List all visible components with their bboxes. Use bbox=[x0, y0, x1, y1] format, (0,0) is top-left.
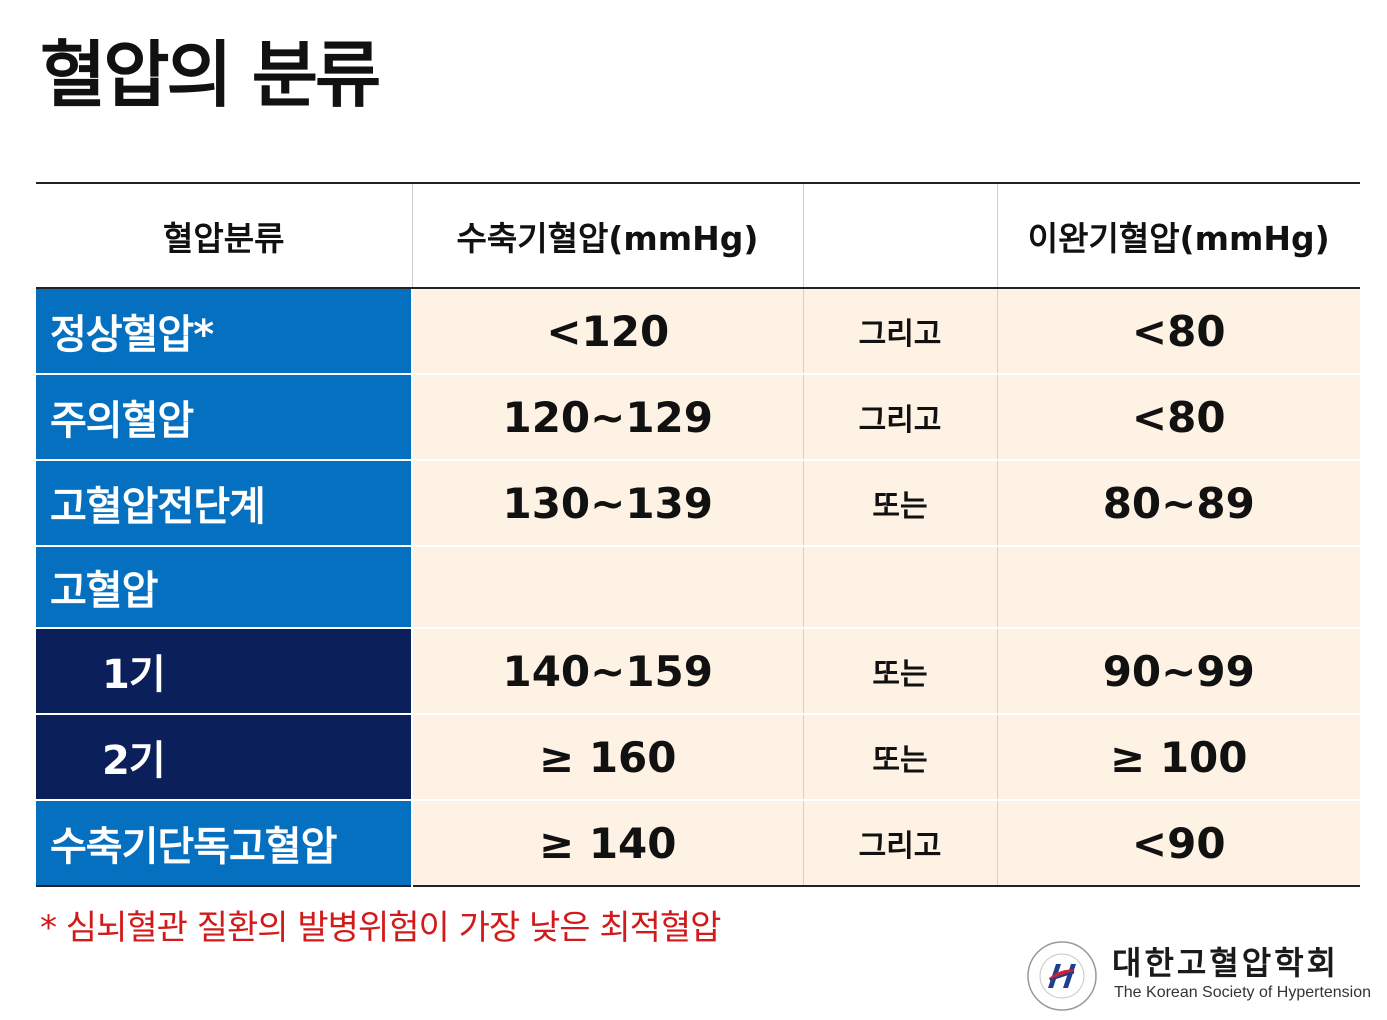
systolic-cell: 130~139 bbox=[412, 460, 804, 547]
conjunction-cell: 또는 bbox=[803, 628, 998, 715]
diastolic-cell bbox=[997, 546, 1360, 629]
header-conjunction bbox=[803, 183, 998, 289]
systolic-cell: 140~159 bbox=[412, 628, 804, 715]
systolic-cell: <120 bbox=[412, 288, 804, 375]
systolic-cell bbox=[412, 546, 804, 629]
table-row: 정상혈압* <120 그리고 <80 bbox=[36, 288, 1360, 375]
conjunction-cell: 그리고 bbox=[803, 800, 998, 886]
society-name-en: The Korean Society of Hypertension bbox=[1114, 984, 1372, 1001]
table-row: 수축기단독고혈압 ≥ 140 그리고 <90 bbox=[36, 800, 1360, 886]
society-logo: 대한고혈압학회 The Korean Society of Hypertensi… bbox=[1026, 938, 1371, 1011]
table-row: 1기 140~159 또는 90~99 bbox=[36, 628, 1360, 715]
diastolic-cell: 90~99 bbox=[997, 628, 1360, 715]
category-cell: 주의혈압 bbox=[36, 374, 413, 461]
bp-classification-table: 혈압분류 수축기혈압(mmHg) 이완기혈압(mmHg) 정상혈압* <120 … bbox=[36, 182, 1360, 887]
page-title: 혈압의 분류 bbox=[40, 33, 381, 117]
category-cell: 수축기단독고혈압 bbox=[36, 800, 413, 886]
header-diastolic: 이완기혈압(mmHg) bbox=[997, 183, 1360, 289]
category-cell: 2기 bbox=[36, 714, 413, 801]
header-systolic: 수축기혈압(mmHg) bbox=[412, 183, 804, 289]
systolic-cell: ≥ 140 bbox=[412, 800, 804, 886]
table-row: 고혈압 bbox=[36, 546, 1360, 629]
category-cell: 고혈압전단계 bbox=[36, 460, 413, 547]
table-row: 고혈압전단계 130~139 또는 80~89 bbox=[36, 460, 1360, 547]
table-row: 주의혈압 120~129 그리고 <80 bbox=[36, 374, 1360, 461]
diastolic-cell: ≥ 100 bbox=[997, 714, 1360, 801]
systolic-cell: 120~129 bbox=[412, 374, 804, 461]
diastolic-cell: 80~89 bbox=[997, 460, 1360, 547]
conjunction-cell bbox=[803, 546, 998, 629]
systolic-cell: ≥ 160 bbox=[412, 714, 804, 801]
society-seal-icon bbox=[1027, 941, 1097, 1011]
footnote: * 심뇌혈관 질환의 발병위험이 가장 낮은 최적혈압 bbox=[40, 908, 721, 948]
conjunction-cell: 또는 bbox=[803, 460, 998, 547]
conjunction-cell: 또는 bbox=[803, 714, 998, 801]
diastolic-cell: <90 bbox=[997, 800, 1360, 886]
category-cell: 1기 bbox=[36, 628, 413, 715]
diastolic-cell: <80 bbox=[997, 374, 1360, 461]
header-category: 혈압분류 bbox=[36, 183, 413, 289]
category-cell: 고혈압 bbox=[36, 546, 413, 629]
table-row: 2기 ≥ 160 또는 ≥ 100 bbox=[36, 714, 1360, 801]
society-name-kr: 대한고혈압학회 bbox=[1112, 944, 1340, 982]
category-cell: 정상혈압* bbox=[36, 288, 413, 375]
diastolic-cell: <80 bbox=[997, 288, 1360, 375]
conjunction-cell: 그리고 bbox=[803, 288, 998, 375]
table-header-row: 혈압분류 수축기혈압(mmHg) 이완기혈압(mmHg) bbox=[36, 183, 1360, 289]
conjunction-cell: 그리고 bbox=[803, 374, 998, 461]
